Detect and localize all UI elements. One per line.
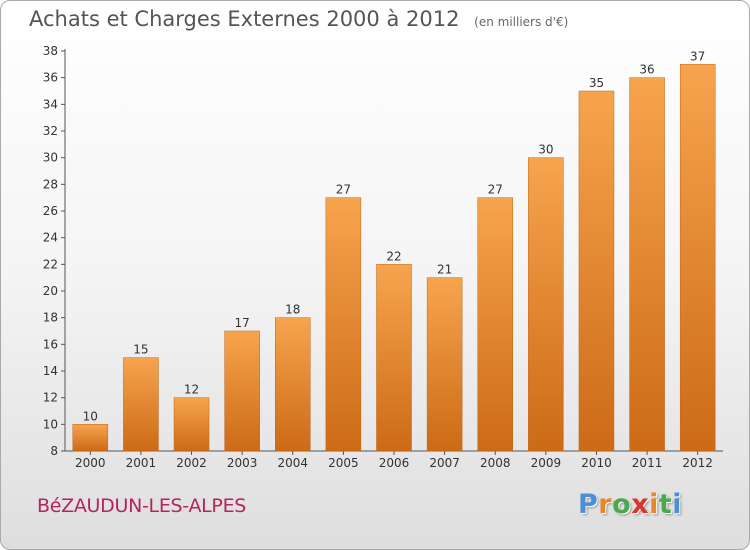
- y-tick-label: 8: [50, 444, 58, 458]
- logo-letter: i: [672, 489, 683, 520]
- y-tick-label: 30: [43, 151, 58, 165]
- bar-value-label: 30: [538, 143, 553, 157]
- y-axis: 8 10 12 14 16 18 20 22 24 26 28 30 32 34 36 38: [43, 44, 66, 458]
- bar-value-label: 17: [235, 316, 250, 330]
- logo-letter: i: [649, 489, 659, 520]
- bar-value-label: 12: [184, 383, 199, 397]
- x-tick-label: 2011: [632, 456, 663, 470]
- bar: [578, 90, 615, 452]
- bar-value-label: 27: [488, 183, 503, 197]
- chart-title: Achats et Charges Externes 2000 à 2012 (…: [29, 7, 568, 31]
- x-tick-label: 2007: [429, 456, 460, 470]
- logo-letter: t: [658, 489, 673, 520]
- x-axis: 2000 2001 2002 2003 2004 2005 2006 2007 2008 2009…: [65, 450, 723, 470]
- bar: [528, 157, 564, 452]
- x-tick-label: 2010: [581, 456, 612, 470]
- x-tick-label: 2002: [176, 456, 207, 470]
- bar-value-label: 22: [386, 249, 401, 263]
- x-tick-label: 2009: [531, 456, 562, 470]
- x-tick-label: 2006: [379, 456, 410, 470]
- bar: [376, 264, 412, 452]
- bar-value-label: 27: [336, 183, 351, 197]
- bar: [477, 197, 513, 452]
- bar-value-label: 21: [437, 263, 452, 277]
- y-tick-label: 36: [43, 71, 58, 85]
- proxiti-logo: Proxiti: [578, 489, 682, 520]
- bar: [679, 64, 716, 452]
- logo-letter: o: [612, 489, 632, 520]
- logo-letter: x: [631, 489, 650, 520]
- y-tick-label: 38: [43, 44, 58, 58]
- bar: [325, 197, 362, 452]
- bar-value-label: 36: [639, 63, 654, 77]
- bar-value-label: 18: [285, 303, 300, 317]
- y-tick-label: 10: [43, 417, 58, 431]
- x-tick-label: 2000: [75, 456, 106, 470]
- bar: [629, 77, 665, 452]
- bar: [426, 277, 463, 452]
- y-tick-label: 14: [43, 364, 58, 378]
- y-tick-label: 20: [43, 284, 58, 298]
- bar: [72, 424, 109, 452]
- logo-letter: r: [598, 489, 613, 520]
- bar-value-label: 37: [690, 49, 705, 63]
- bar: [275, 317, 311, 452]
- y-tick-label: 34: [43, 97, 58, 111]
- y-tick-label: 18: [43, 311, 58, 325]
- bar: [123, 357, 159, 452]
- bar-value-label: 15: [133, 343, 148, 357]
- y-tick-label: 32: [43, 124, 58, 138]
- logo-letter: P: [578, 489, 599, 520]
- x-tick-label: 2004: [277, 456, 308, 470]
- x-tick-label: 2001: [126, 456, 157, 470]
- bar: [224, 330, 260, 452]
- y-tick-label: 24: [43, 231, 58, 245]
- bar: [173, 397, 210, 452]
- y-tick-label: 22: [43, 257, 58, 271]
- y-tick-label: 26: [43, 204, 58, 218]
- y-tick-label: 16: [43, 337, 58, 351]
- y-tick-label: 12: [43, 391, 58, 405]
- chart-unit: (en milliers d'€): [474, 15, 569, 29]
- x-tick-label: 2008: [480, 456, 511, 470]
- y-tick-label: 28: [43, 177, 58, 191]
- data-labels: 10 15 12 17 18 27 22 21 27 30 35 36 37: [83, 49, 706, 423]
- commune-name: BéZAUDUN-LES-ALPES: [37, 495, 247, 517]
- x-tick-label: 2012: [682, 456, 713, 470]
- x-tick-label: 2005: [328, 456, 359, 470]
- bar-value-label: 35: [589, 76, 604, 90]
- x-tick-label: 2003: [227, 456, 258, 470]
- bars: [72, 64, 716, 452]
- bar-value-label: 10: [83, 409, 98, 423]
- chart-title-text: Achats et Charges Externes 2000 à 2012: [29, 7, 460, 31]
